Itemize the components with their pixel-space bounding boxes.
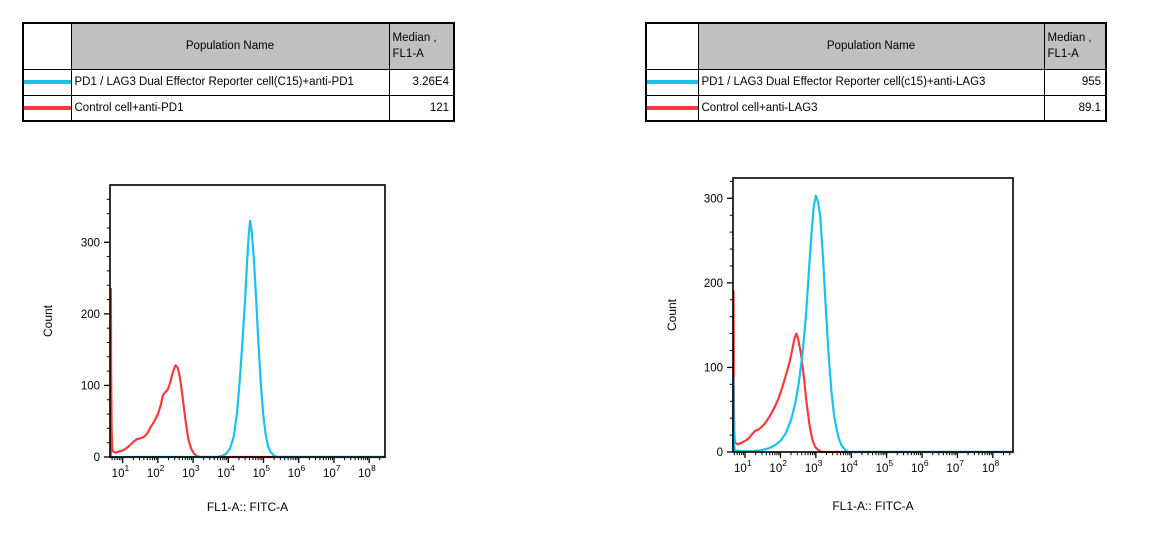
x-tick-label: 108: [982, 458, 1000, 475]
x-tick-label: 105: [253, 463, 271, 480]
population-name-cell: PD1 / LAG3 Dual Effector Reporter cell(C…: [70, 68, 390, 96]
series-curve: [732, 194, 1015, 454]
x-tick-label: 101: [112, 463, 130, 480]
median-header-line1: Median ,: [1047, 32, 1092, 45]
control-series-swatch: [647, 105, 697, 110]
population-name-cell: Control cell+anti-LAG3: [697, 94, 1045, 122]
median-header: Median , FL1-A: [388, 22, 455, 70]
y-tick-label: 0: [717, 447, 723, 459]
x-axis-label: FL1-A:: FITC-A: [207, 500, 288, 514]
table-row: PD1 / LAG3 Dual Effector Reporter cell(c…: [645, 68, 1107, 96]
x-tick-label: 107: [323, 463, 341, 480]
reporter-series-swatch: [24, 80, 70, 84]
median-value-cell: 89.1: [1043, 94, 1107, 122]
plot-frame: [732, 177, 1014, 453]
median-header-line2: FL1-A: [1047, 48, 1079, 61]
legend-swatch-cell: [645, 94, 699, 122]
reporter-series-swatch: [647, 80, 697, 84]
series-curve: [109, 287, 387, 459]
stats-table-anti-pd1: Population Name Median , FL1-A PD1 / LAG…: [22, 22, 455, 122]
population-name-header: Population Name: [697, 22, 1045, 70]
y-tick-label: 200: [81, 309, 100, 321]
x-tick-label: 106: [288, 463, 306, 480]
median-header-line2: FL1-A: [392, 48, 424, 61]
x-tick-label: 101: [734, 458, 752, 475]
population-name-cell: Control cell+anti-PD1: [70, 94, 390, 122]
y-tick-label: 100: [81, 380, 100, 392]
swatch-header-cell: [22, 22, 72, 70]
median-header-line1: Median ,: [392, 32, 437, 45]
x-tick-label: 104: [840, 458, 858, 475]
x-tick-label: 103: [182, 463, 200, 480]
y-axis-label: Count: [665, 298, 679, 331]
series-curve: [732, 290, 1015, 454]
histogram-anti-pd1: 101 102 103 104 105 106 107 108 0 100 200 300 FL1-A:…: [41, 184, 387, 514]
stats-table-anti-lag3: Population Name Median , FL1-A PD1 / LAG…: [645, 22, 1107, 122]
population-name-header: Population Name: [70, 22, 390, 70]
table-row: PD1 / LAG3 Dual Effector Reporter cell(C…: [22, 68, 455, 96]
median-value-cell: 955: [1043, 68, 1107, 96]
histogram-anti-lag3: 101 102 103 104 105 106 107 108 0 100 200 300 FL1-A:…: [665, 177, 1015, 513]
series-curve: [108, 219, 387, 459]
y-tick-label: 100: [704, 362, 723, 374]
y-tick-label: 200: [704, 278, 723, 290]
table-row: Control cell+anti-PD1 121: [22, 94, 455, 122]
population-name-cell: PD1 / LAG3 Dual Effector Reporter cell(c…: [697, 68, 1045, 96]
control-series-swatch: [24, 105, 70, 110]
swatch-header-cell: [645, 22, 699, 70]
median-value-cell: 121: [388, 94, 455, 122]
y-tick-label: 300: [704, 193, 723, 205]
x-axis-label: FL1-A:: FITC-A: [832, 499, 913, 513]
x-tick-label: 102: [147, 463, 165, 480]
legend-swatch-cell: [22, 94, 72, 122]
legend-swatch-cell: [645, 68, 699, 96]
y-tick-label: 300: [81, 237, 100, 249]
median-header: Median , FL1-A: [1043, 22, 1107, 70]
y-axis-label: Count: [41, 304, 55, 337]
x-tick-label: 103: [805, 458, 823, 475]
x-tick-label: 106: [911, 458, 929, 475]
x-tick-label: 105: [876, 458, 894, 475]
table-row: Control cell+anti-LAG3 89.1: [645, 94, 1107, 122]
x-tick-label: 107: [946, 458, 964, 475]
plot-frame: [109, 184, 386, 458]
x-tick-label: 104: [217, 463, 235, 480]
median-value-cell: 3.26E4: [388, 68, 455, 96]
legend-swatch-cell: [22, 68, 72, 96]
y-tick-label: 0: [94, 452, 100, 464]
x-tick-label: 108: [358, 463, 376, 480]
x-tick-label: 102: [769, 458, 787, 475]
